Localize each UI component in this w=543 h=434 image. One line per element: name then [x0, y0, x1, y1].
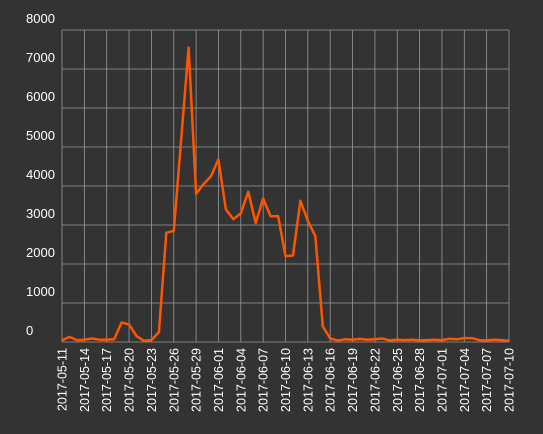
data-point [135, 335, 138, 338]
x-tick-label: 2017-05-14 [78, 348, 92, 412]
data-point [120, 321, 123, 324]
x-tick-label: 2017-06-16 [324, 348, 338, 412]
data-point [500, 339, 503, 341]
data-point [381, 337, 384, 340]
data-point [113, 338, 116, 341]
data-point [195, 192, 198, 195]
data-point [306, 220, 309, 223]
data-point [225, 208, 227, 211]
x-tick-label: 2017-05-29 [190, 348, 204, 412]
data-point [61, 339, 63, 342]
data-point [292, 254, 294, 257]
x-axis: 2017-05-11 2017-05-14 2017-05-17 2017-05-20… [56, 348, 517, 412]
y-tick-label: 2000 [26, 245, 55, 260]
x-tick-label: 2017-06-13 [301, 348, 315, 412]
y-tick-label: 5000 [26, 128, 55, 143]
data-point [68, 336, 71, 338]
data-point [262, 197, 265, 200]
data-point [351, 338, 354, 341]
grid-lines [61, 29, 510, 343]
data-point [344, 338, 346, 341]
data-point [98, 338, 101, 341]
data-point [463, 337, 466, 339]
data-point [239, 212, 242, 215]
data-point [336, 339, 339, 342]
data-point [202, 183, 205, 185]
data-point [329, 337, 332, 340]
plot-area [61, 46, 510, 343]
x-tick-label: 2017-06-19 [346, 348, 360, 412]
data-point [232, 218, 235, 221]
data-point [441, 339, 443, 341]
x-tick-label: 2017-05-20 [123, 348, 137, 412]
data-point [485, 339, 488, 342]
x-tick-label: 2017-05-26 [167, 348, 181, 412]
x-tick-label: 2017-06-28 [413, 348, 427, 412]
x-tick-label: 2017-05-17 [100, 348, 114, 412]
data-point [493, 338, 495, 341]
data-point [388, 339, 391, 342]
data-point [165, 231, 168, 234]
data-point [210, 175, 212, 178]
data-point [508, 339, 510, 342]
data-point [284, 255, 287, 258]
data-point [314, 235, 317, 237]
y-tick-label: 3000 [26, 206, 55, 221]
data-point [217, 158, 220, 161]
data-point [478, 339, 481, 341]
data-point [90, 337, 93, 340]
x-tick-label: 2017-06-22 [368, 348, 382, 412]
x-tick-label: 2017-07-10 [503, 348, 517, 412]
y-tick-label: 0 [26, 323, 33, 338]
data-point [426, 339, 428, 341]
y-tick-label: 1000 [26, 284, 55, 299]
y-tick-label: 7000 [26, 50, 55, 65]
y-tick-label: 4000 [26, 167, 55, 182]
data-point [448, 337, 451, 340]
x-tick-label: 2017-06-25 [391, 348, 405, 412]
data-point [128, 323, 130, 326]
x-tick-label: 2017-07-04 [458, 348, 472, 412]
data-point [433, 338, 436, 341]
data-point [374, 338, 376, 341]
data-point [321, 325, 324, 328]
data-point [150, 339, 153, 341]
data-point [403, 339, 406, 341]
y-axis: 0 1000 2000 3000 4000 5000 6000 7000 8000 [26, 11, 55, 338]
data-point [366, 338, 369, 341]
data-point [470, 337, 473, 339]
x-tick-label: 2017-06-10 [279, 348, 293, 412]
data-point [396, 338, 399, 341]
x-tick-label: 2017-05-23 [145, 348, 159, 412]
data-point [269, 215, 272, 218]
x-tick-label: 2017-06-07 [257, 348, 271, 412]
data-point [143, 339, 145, 342]
y-tick-label: 6000 [26, 89, 55, 104]
data-point [411, 338, 414, 341]
x-tick-label: 2017-07-07 [480, 348, 494, 412]
y-tick-label: 8000 [26, 11, 55, 26]
data-point [277, 215, 279, 217]
data-point [455, 338, 458, 341]
x-tick-label: 2017-06-04 [234, 348, 248, 412]
x-tick-label: 2017-06-01 [212, 348, 226, 412]
data-point [187, 46, 190, 49]
data-point [247, 190, 250, 193]
x-tick-label: 2017-07-01 [435, 348, 449, 412]
data-point [76, 339, 78, 341]
data-point [105, 338, 108, 341]
data-point [299, 199, 302, 202]
x-tick-label: 2017-05-11 [56, 348, 70, 411]
data-point [172, 229, 175, 232]
data-point [180, 138, 183, 141]
data-point [359, 337, 361, 340]
data-point [83, 338, 86, 341]
data-point [157, 331, 160, 334]
data-point [254, 222, 257, 224]
data-point [418, 339, 421, 342]
